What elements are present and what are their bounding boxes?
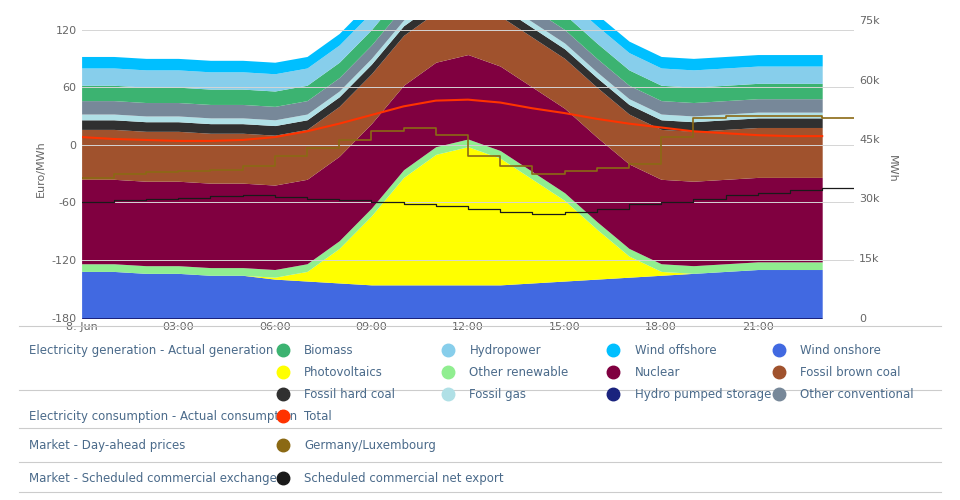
Text: Wind offshore: Wind offshore	[635, 344, 716, 357]
Text: Photovoltaics: Photovoltaics	[304, 366, 383, 379]
Text: Other renewable: Other renewable	[469, 366, 568, 379]
Text: Market - Scheduled commercial exchanges: Market - Scheduled commercial exchanges	[29, 472, 283, 484]
Text: Fossil gas: Fossil gas	[469, 388, 526, 400]
Text: Electricity generation - Actual generation: Electricity generation - Actual generati…	[29, 344, 274, 357]
Text: Biomass: Biomass	[304, 344, 354, 357]
Y-axis label: MWh: MWh	[886, 155, 897, 182]
Text: Fossil brown coal: Fossil brown coal	[800, 366, 900, 379]
Text: Scheduled commercial net export: Scheduled commercial net export	[304, 472, 504, 484]
Y-axis label: Euro/MWh: Euro/MWh	[36, 140, 46, 197]
Text: Total: Total	[304, 410, 332, 422]
Text: Fossil hard coal: Fossil hard coal	[304, 388, 396, 400]
Text: Market - Day-ahead prices: Market - Day-ahead prices	[29, 439, 185, 452]
Text: Electricity consumption - Actual consumption: Electricity consumption - Actual consump…	[29, 410, 297, 422]
Text: Wind onshore: Wind onshore	[800, 344, 880, 357]
Text: Germany/Luxembourg: Germany/Luxembourg	[304, 439, 436, 452]
Text: Hydro pumped storage: Hydro pumped storage	[635, 388, 771, 400]
Text: Other conventional: Other conventional	[800, 388, 913, 400]
Text: Hydropower: Hydropower	[469, 344, 541, 357]
Text: Nuclear: Nuclear	[635, 366, 680, 379]
